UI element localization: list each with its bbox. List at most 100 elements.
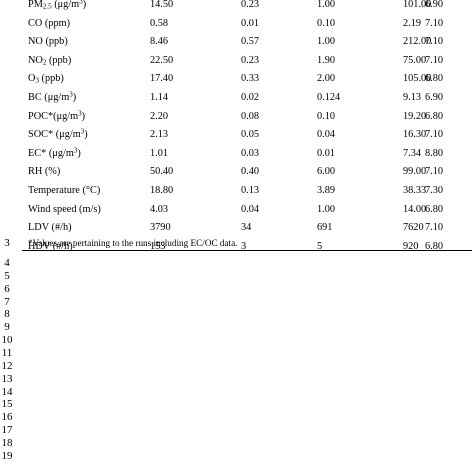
table-cell: 0.40 [241, 166, 260, 178]
table-cell: 1.01 [150, 147, 169, 159]
table-row: PM2.5 (μg/m3) 14.50 0.23 1.00 101.00 6.90 [0, 0, 474, 14]
table-cell: 14.50 [150, 0, 174, 10]
table-cell: 2.20 [150, 110, 169, 122]
table-cell: 0.08 [241, 110, 260, 122]
table-footnote: *Values are pertaining to the runs inclu… [28, 238, 238, 248]
line-number: 12 [1, 359, 13, 372]
table-cell: 153 [150, 240, 166, 252]
table-cell: 0.03 [241, 147, 260, 159]
table-cell: 7.30 [425, 185, 444, 196]
row-label: POC*(μg/m3) [28, 109, 86, 122]
row-label: CO (ppm) [28, 17, 71, 29]
row-label: RH (%) [28, 166, 61, 178]
table-cell: 6.80 [425, 110, 444, 122]
table-cell: 2.13 [150, 129, 169, 141]
table-cell: 1.00 [317, 36, 336, 48]
line-number: 15 [1, 398, 13, 411]
line-number: 8 [4, 308, 10, 321]
line-number: 5 [4, 269, 10, 282]
table-cell: 1.90 [317, 54, 336, 66]
table-cell: 7.10 [425, 129, 444, 141]
table-cell: 0.124 [317, 92, 341, 103]
table-row: HDV (#/h) 153 3 5 920 6.80 [0, 238, 474, 256]
table-cell: 691 [317, 222, 333, 234]
table-cell: 6.80 [425, 73, 444, 85]
table-row: CO (ppm) 0.58 0.01 0.10 2.19 7.10 [0, 15, 474, 33]
table-cell: 8.80 [425, 147, 444, 159]
table-cell: 7.10 [425, 36, 444, 48]
table-cell: 99.00 [403, 166, 427, 178]
table-cell: 6.90 [425, 92, 444, 103]
table-row: NO (ppb) 8.46 0.57 1.00 212.00 7.10 [0, 33, 474, 51]
table-cell: 6.80 [425, 240, 444, 252]
table-cell: 1.14 [150, 92, 169, 103]
line-number: 17 [1, 424, 13, 437]
table-cell: 19.20 [403, 110, 427, 122]
table-cell: 6.00 [317, 166, 336, 178]
table-cell: 0.23 [241, 54, 260, 66]
table-cell: 0.02 [241, 92, 260, 103]
table-cell: 7620 [403, 222, 424, 234]
table-cell: 22.50 [150, 54, 174, 66]
table-cell: 3 [241, 240, 247, 252]
table-cell: 9.13 [403, 92, 422, 103]
table-cell: 0.33 [241, 73, 260, 85]
table-cell: 7.10 [425, 222, 444, 234]
line-number: 11 [1, 346, 13, 359]
table-cell: 1.00 [317, 203, 336, 215]
table-cell: 0.04 [241, 203, 260, 215]
table-cell: 0.01 [241, 17, 260, 29]
line-number: 10 [1, 334, 13, 347]
row-label: PM2.5 (μg/m3) [28, 0, 87, 11]
line-number: 13 [1, 372, 13, 385]
table-row: Temperature (°C) 18.80 0.13 3.89 38.33 7.30 [0, 182, 474, 200]
row-label: NO (ppb) [28, 36, 68, 48]
row-label: LDV (#/h) [28, 222, 72, 234]
line-number: 3 [4, 237, 10, 249]
table-cell: 7.10 [425, 17, 444, 29]
line-number: 7 [4, 295, 10, 308]
table-cell: 212.00 [403, 36, 432, 48]
table-cell: 2.19 [403, 17, 422, 29]
line-number: 6 [4, 282, 10, 295]
table-cell: 0.13 [241, 185, 260, 196]
table-row: BC (μg/m3) 1.14 0.02 0.124 9.13 6.90 [0, 89, 474, 107]
table-cell: 8.46 [150, 36, 169, 48]
line-number: 16 [1, 411, 13, 424]
row-label: EC* (μg/m3) [28, 146, 81, 159]
table-cell: 38.33 [403, 185, 427, 196]
table-cell: 75.00 [403, 54, 427, 66]
row-label: O3 (ppb) [28, 73, 64, 85]
line-number: 18 [1, 436, 13, 449]
table-cell: 0.23 [241, 0, 260, 10]
table-cell: 3.89 [317, 185, 336, 196]
row-label: HDV (#/h) [28, 240, 73, 252]
line-number: 9 [4, 321, 10, 334]
row-label: NO2 (ppb) [28, 54, 72, 67]
table-cell: 0.10 [317, 110, 336, 122]
table-cell: 920 [403, 240, 419, 252]
table-cell: 16.30 [403, 129, 427, 141]
table-row: EC* (μg/m3) 1.01 0.03 0.01 7.34 8.80 [0, 145, 474, 163]
table-cell: 6.80 [425, 203, 444, 215]
table-row: NO2 (ppb) 22.50 0.23 1.90 75.00 7.10 [0, 52, 474, 70]
row-label: Wind speed (m/s) [28, 203, 101, 215]
table-cell: 1.00 [317, 0, 336, 10]
table-cell: 2.00 [317, 73, 336, 85]
table-row: Wind speed (m/s) 4.03 0.04 1.00 14.00 6.80 [0, 201, 474, 219]
table-row: POC*(μg/m3) 2.20 0.08 0.10 19.20 6.80 [0, 108, 474, 126]
table-cell: 0.04 [317, 129, 336, 141]
table-cell: 0.05 [241, 129, 260, 141]
table-row: O3 (ppb) 17.40 0.33 2.00 105.00 6.80 [0, 70, 474, 88]
table-bottom-rule [22, 250, 472, 251]
table-cell: 17.40 [150, 73, 174, 85]
table-cell: 3790 [150, 222, 171, 234]
table-row: RH (%) 50.40 0.40 6.00 99.00 7.10 [0, 163, 474, 181]
row-label: Temperature (°C) [28, 185, 101, 196]
table-cell: 6.90 [425, 0, 444, 10]
line-number: 19 [1, 449, 13, 462]
line-number: 14 [1, 385, 13, 398]
line-number: 4 [4, 257, 10, 269]
table-cell: 7.10 [425, 54, 444, 66]
